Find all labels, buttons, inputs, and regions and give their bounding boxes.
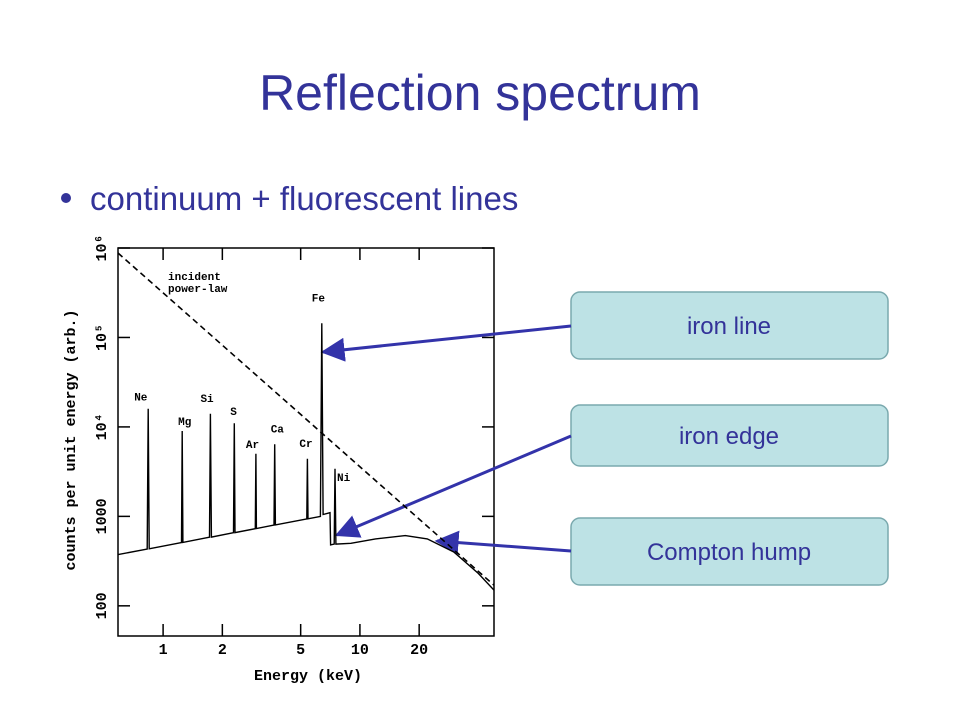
line-label: Si: [200, 394, 214, 406]
callout-box: [570, 404, 889, 467]
callout-box: [570, 291, 889, 360]
line-label: Ca: [271, 424, 285, 436]
callout-arrow: [320, 324, 572, 362]
line-label: Mg: [178, 417, 191, 429]
x-tick-label: 5: [296, 642, 305, 659]
line-label: S: [230, 407, 237, 419]
line-label: Fe: [312, 293, 326, 305]
x-axis-label: Energy (keV): [254, 668, 362, 685]
callout-text: Compton hump: [647, 539, 811, 566]
y-tick-label: 10⁶: [94, 234, 111, 261]
y-tick-label: 100: [94, 592, 111, 619]
line-label: Ar: [246, 440, 259, 452]
y-axis-label: counts per unit energy (arb.): [63, 309, 80, 570]
slide-title: Reflection spectrum: [259, 65, 701, 121]
plot-area: [118, 252, 494, 591]
callouts: iron line iron edge Compton hump: [320, 291, 889, 586]
callout-arrow: [334, 434, 572, 538]
x-tick-label: 10: [351, 642, 369, 659]
x-tick-label: 1: [159, 642, 168, 659]
y-tick-label: 10⁴: [94, 413, 111, 440]
line-label: Cr: [299, 439, 312, 451]
line-label: Ne: [134, 393, 148, 405]
y-tick-label: 10⁵: [94, 324, 111, 351]
power-law-label: power-law: [168, 284, 228, 296]
x-tick-label: 20: [410, 642, 428, 659]
line-label: Ni: [337, 473, 351, 485]
plot-frame: [117, 247, 495, 637]
bullet-text: continuum + fluorescent lines: [90, 180, 518, 217]
bullet-dot: [61, 193, 71, 203]
callout-text: iron line: [687, 313, 771, 340]
callout-box: [570, 517, 889, 586]
callout-text: iron edge: [679, 423, 779, 450]
spectrum-line: [118, 323, 494, 591]
x-tick-label: 2: [218, 642, 227, 659]
y-tick-label: 1000: [94, 498, 111, 534]
power-law-line: [118, 252, 494, 586]
callout-arrow: [434, 530, 572, 555]
power-law-label: incident: [168, 272, 221, 284]
